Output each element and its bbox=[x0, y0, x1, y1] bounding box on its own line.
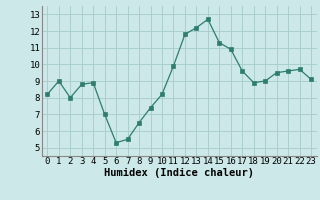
X-axis label: Humidex (Indice chaleur): Humidex (Indice chaleur) bbox=[104, 168, 254, 178]
